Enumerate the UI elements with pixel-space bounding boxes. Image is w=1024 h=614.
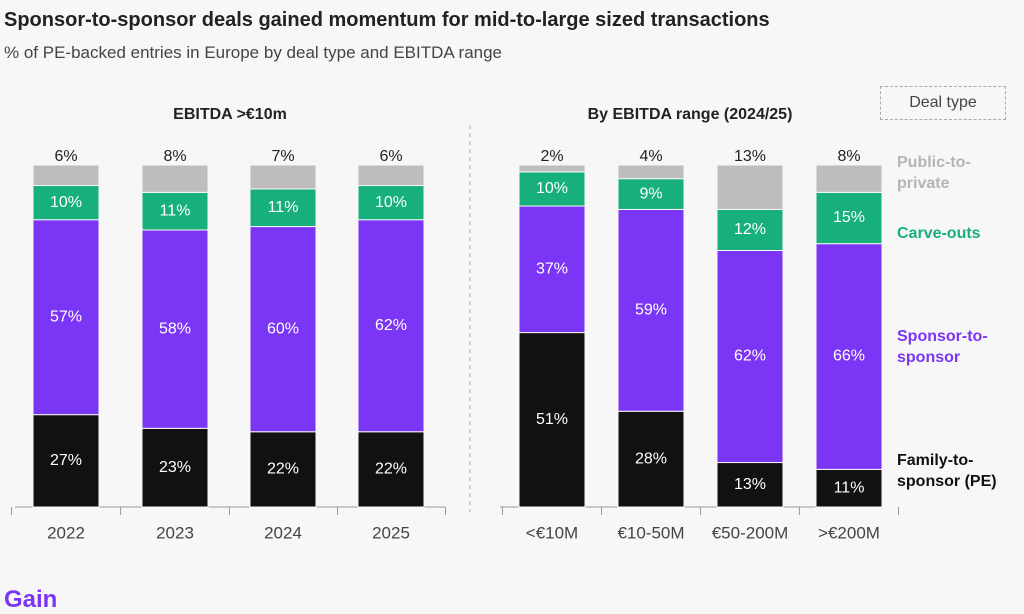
x-tick-label: <€10M <box>526 523 578 542</box>
bar-segment <box>815 468 883 508</box>
bar-segment <box>716 208 784 252</box>
data-label: 11% <box>160 202 191 219</box>
x-tick-label: €10-50M <box>617 523 684 542</box>
bar-segment <box>357 185 425 221</box>
data-label: 11% <box>834 479 865 496</box>
bar-segment <box>32 219 100 416</box>
data-label: 8% <box>163 148 186 165</box>
bar-segment <box>249 431 317 508</box>
bar-segment <box>815 164 883 193</box>
bar-segment <box>357 164 425 187</box>
bar-segment <box>32 164 100 187</box>
x-tick-label: >€200M <box>818 523 880 542</box>
bar-segment <box>716 164 784 210</box>
bar-segment <box>617 178 685 210</box>
data-label: 10% <box>375 194 407 211</box>
title: Sponsor-to-sponsor deals gained momentum… <box>4 9 770 31</box>
bar-segment <box>518 332 586 508</box>
data-label: 9% <box>639 185 662 202</box>
data-label: 11% <box>268 199 299 216</box>
bar-segment <box>815 243 883 470</box>
data-label: 37% <box>536 261 568 278</box>
data-label: 2% <box>540 148 563 165</box>
legend-title: Deal type <box>880 86 1006 120</box>
bar-segment <box>716 250 784 464</box>
data-label: 6% <box>379 148 402 165</box>
data-label: 27% <box>50 452 82 469</box>
legend-item: Family-to-sponsor (PE) <box>897 452 997 490</box>
data-label: 6% <box>54 148 77 165</box>
data-label: 59% <box>635 302 667 319</box>
bar-segment <box>716 462 784 508</box>
bar-segment <box>617 164 685 180</box>
legend-item: Carve-outs <box>897 225 981 242</box>
data-label: 57% <box>50 308 82 325</box>
data-label: 13% <box>734 148 766 165</box>
data-label: 66% <box>833 348 865 365</box>
data-label: 62% <box>375 317 407 334</box>
subtitle: % of PE-backed entries in Europe by deal… <box>4 43 502 62</box>
data-label: 62% <box>734 348 766 365</box>
bar-segment <box>141 164 209 193</box>
bar-segment <box>617 208 685 412</box>
bar-segment <box>815 191 883 245</box>
data-label: 12% <box>734 221 766 238</box>
data-label: 58% <box>159 320 191 337</box>
data-label: 22% <box>375 461 407 478</box>
bar-segment <box>518 164 586 173</box>
data-label: 15% <box>833 209 865 226</box>
data-label: 10% <box>50 194 82 211</box>
bar-segment <box>357 431 425 508</box>
data-label: 4% <box>639 148 662 165</box>
chart-subtitle: EBITDA >€10m <box>173 106 287 123</box>
data-label: 28% <box>635 450 667 467</box>
brand-logo: Gain <box>4 586 58 613</box>
bar-segment <box>357 219 425 433</box>
data-label: 13% <box>734 476 766 493</box>
x-tick-label: 2025 <box>372 523 410 542</box>
bar-segment <box>249 164 317 190</box>
data-label: 7% <box>271 148 294 165</box>
data-label: 22% <box>267 461 299 478</box>
bar-segment <box>32 414 100 508</box>
data-label: 10% <box>536 180 568 197</box>
chart-subtitle: By EBITDA range (2024/25) <box>588 106 793 123</box>
data-label: 60% <box>267 320 299 337</box>
data-label: 8% <box>837 148 860 165</box>
x-tick-label: 2024 <box>264 523 302 542</box>
x-tick-label: 2022 <box>47 523 85 542</box>
x-tick-label: 2023 <box>156 523 194 542</box>
bar-segment <box>617 410 685 508</box>
data-label: 51% <box>536 411 568 428</box>
legend-item: Sponsor-to-sponsor <box>897 328 988 366</box>
data-label: 23% <box>159 459 191 476</box>
legend-item: Public-to-private <box>897 154 971 192</box>
x-tick-label: €50-200M <box>712 523 789 542</box>
bar-segment <box>249 226 317 433</box>
